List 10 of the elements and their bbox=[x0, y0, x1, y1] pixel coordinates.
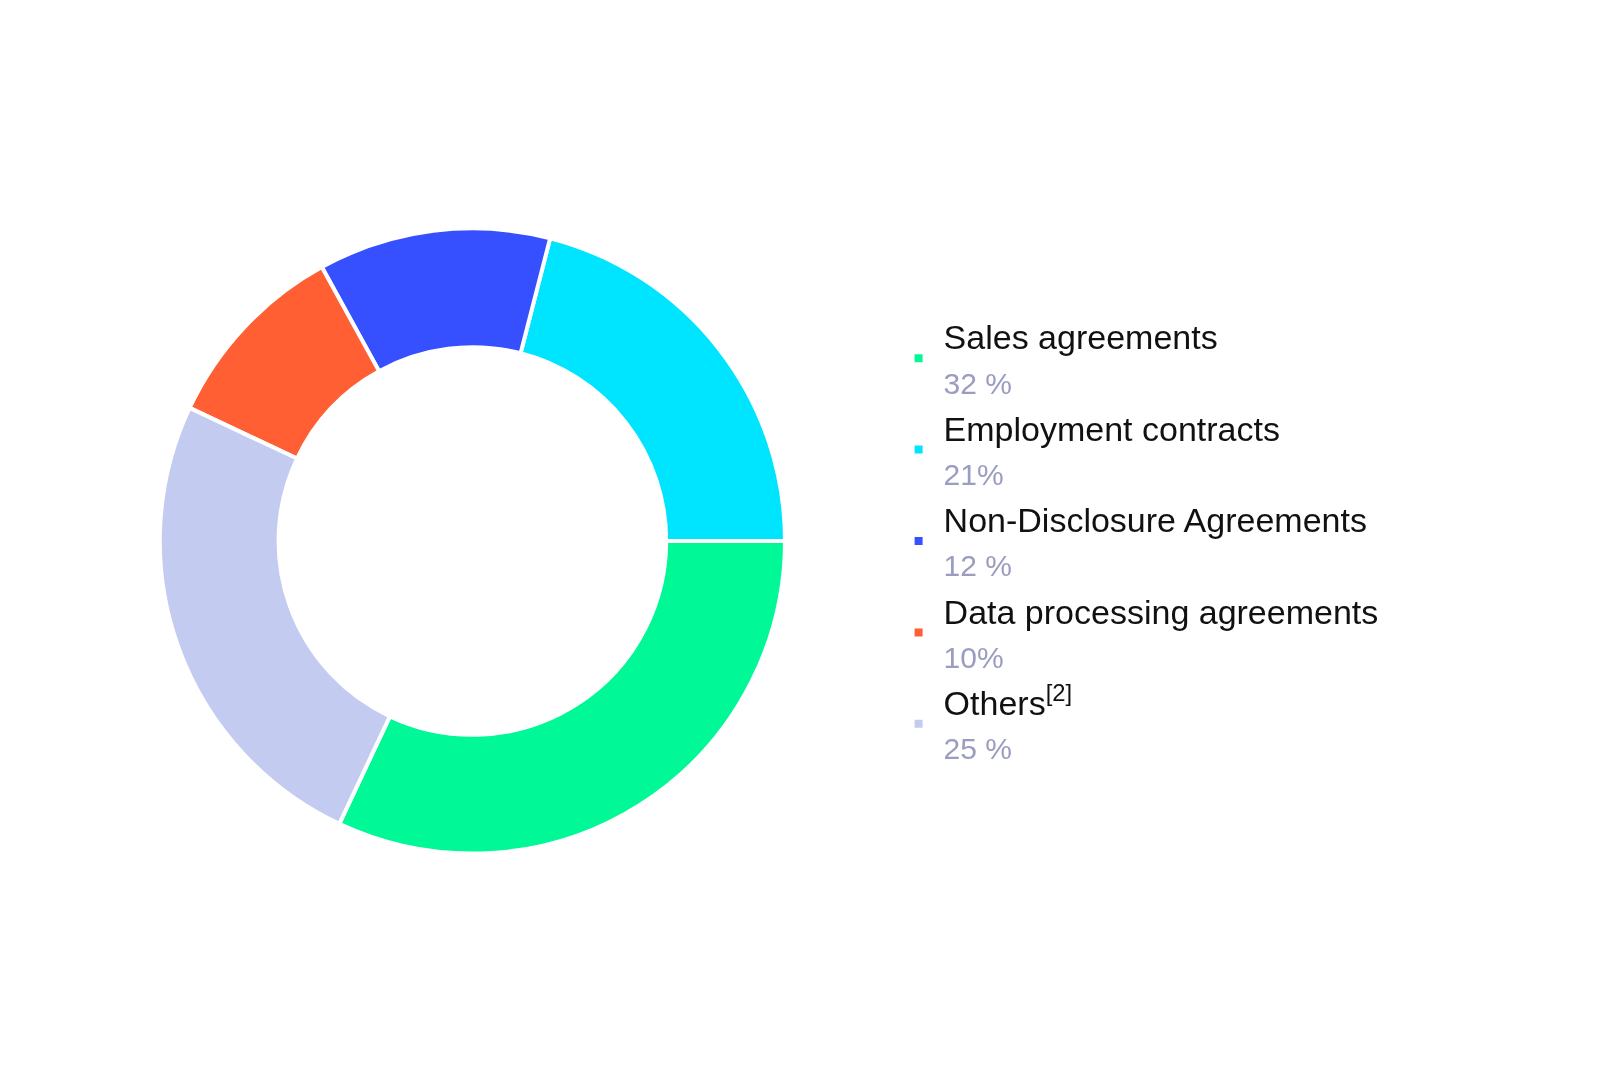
data-label: 21% bbox=[943, 457, 1004, 491]
data-label: 12 % bbox=[943, 549, 1012, 583]
data-label: 25 % bbox=[943, 732, 1012, 766]
legend-label: Sales agreements bbox=[943, 318, 1218, 357]
data-label: 10% bbox=[943, 640, 1004, 674]
legend-label: Others$^{[2]}$ bbox=[943, 678, 1073, 722]
legend-label: Employment contracts bbox=[943, 409, 1280, 448]
legend-label: Data processing agreements bbox=[943, 592, 1379, 631]
legend-label: Non-Disclosure Agreements bbox=[943, 501, 1367, 540]
data-label: 32 % bbox=[943, 366, 1012, 400]
